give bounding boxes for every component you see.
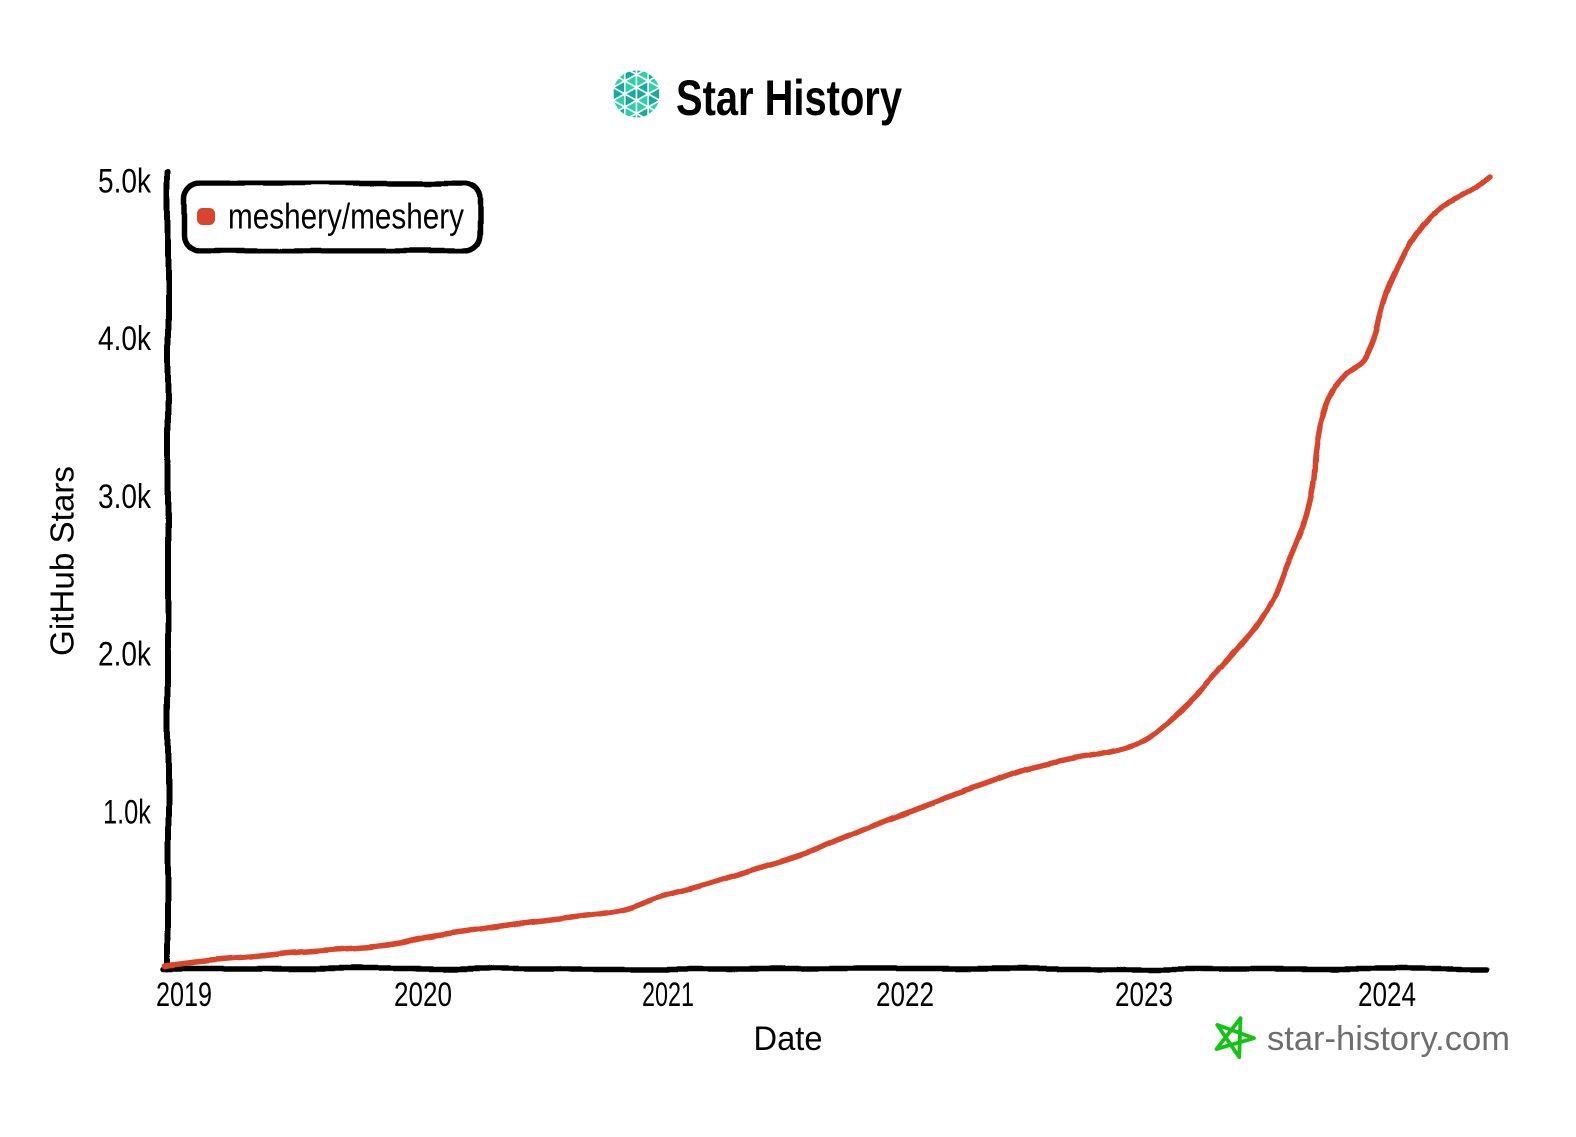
svg-text:2022: 2022 [876,976,934,1014]
svg-text:2019: 2019 [156,976,212,1014]
svg-text:meshery/meshery: meshery/meshery [228,196,464,237]
svg-text:4.0k: 4.0k [98,320,152,358]
svg-text:star-history.com: star-history.com [1267,1020,1510,1058]
svg-text:2.0k: 2.0k [98,636,152,674]
svg-text:Date: Date [754,1020,823,1058]
svg-text:Star History: Star History [676,70,902,126]
svg-text:GitHub Stars: GitHub Stars [44,466,81,656]
svg-text:1.0k: 1.0k [103,793,152,831]
svg-text:2020: 2020 [394,976,452,1014]
svg-text:3.0k: 3.0k [98,478,152,516]
svg-text:2024: 2024 [1358,976,1416,1014]
svg-text:5.0k: 5.0k [98,162,152,200]
svg-text:2021: 2021 [642,976,694,1014]
svg-text:2023: 2023 [1115,976,1173,1014]
